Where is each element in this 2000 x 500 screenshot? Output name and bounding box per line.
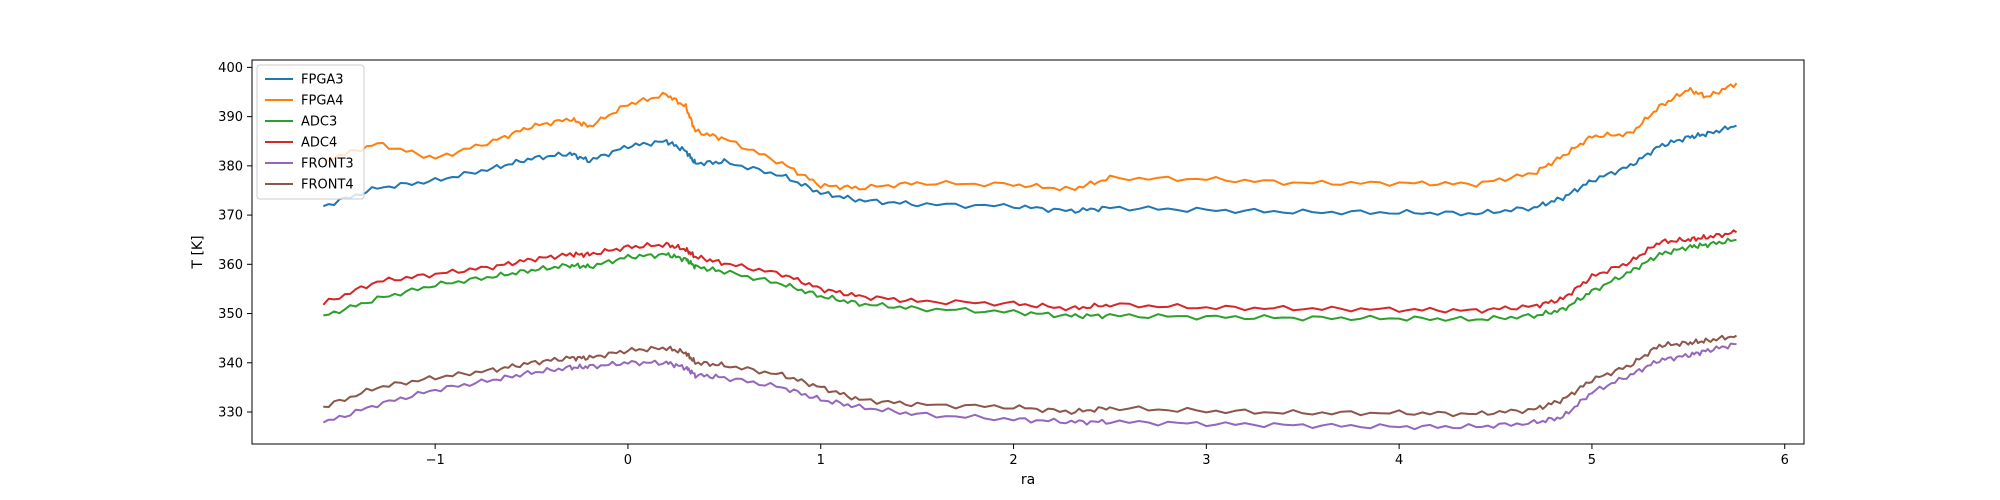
x-tick-label: 1 (817, 453, 825, 468)
x-axis-label: ra (1021, 472, 1035, 488)
y-axis-label: T [K] (190, 235, 206, 269)
legend-entry-label: ADC4 (301, 136, 337, 151)
series-line-front4 (323, 334, 1737, 418)
legend-entry-label: FRONT3 (301, 157, 354, 172)
series-line-adc3 (323, 237, 1737, 322)
plot-area (322, 82, 1738, 431)
series-line-adc4 (322, 229, 1738, 314)
legend-entry-label: ADC3 (301, 115, 337, 130)
x-tick-label: 4 (1395, 453, 1403, 468)
legend-entry-label: FRONT4 (301, 178, 354, 193)
y-tick-label: 400 (218, 61, 243, 76)
x-tick-label: 2 (1009, 453, 1017, 468)
legend-box (256, 64, 365, 200)
y-tick-label: 340 (218, 356, 243, 371)
legend-entry-label: FPGA3 (301, 73, 344, 88)
x-tick-label: 0 (624, 453, 632, 468)
y-tick-label: 350 (218, 307, 243, 322)
y-axis-ticks: 330 340 350 360 370 380 390 400 (218, 61, 252, 421)
x-tick-label: 6 (1781, 453, 1789, 468)
y-tick-label: 370 (218, 209, 243, 224)
y-tick-label: 390 (218, 110, 243, 125)
legend-entry-label: FPGA4 (301, 94, 344, 109)
x-tick-label: 3 (1202, 453, 1210, 468)
series-line-fpga4 (322, 82, 1738, 192)
series-line-front3 (322, 342, 1737, 431)
x-axis-ticks: −1 0 1 2 3 4 5 6 (426, 444, 1789, 468)
legend: FPGA3 FPGA4 ADC3 ADC4 FRONT3 FRONT4 (256, 64, 365, 200)
series-line-fpga3 (322, 124, 1737, 217)
y-tick-label: 330 (218, 406, 243, 421)
x-tick-label: 5 (1588, 453, 1596, 468)
y-tick-label: 360 (218, 258, 243, 273)
axes-frame (251, 59, 1805, 445)
x-tick-label: −1 (426, 453, 445, 468)
y-tick-label: 380 (218, 159, 243, 174)
